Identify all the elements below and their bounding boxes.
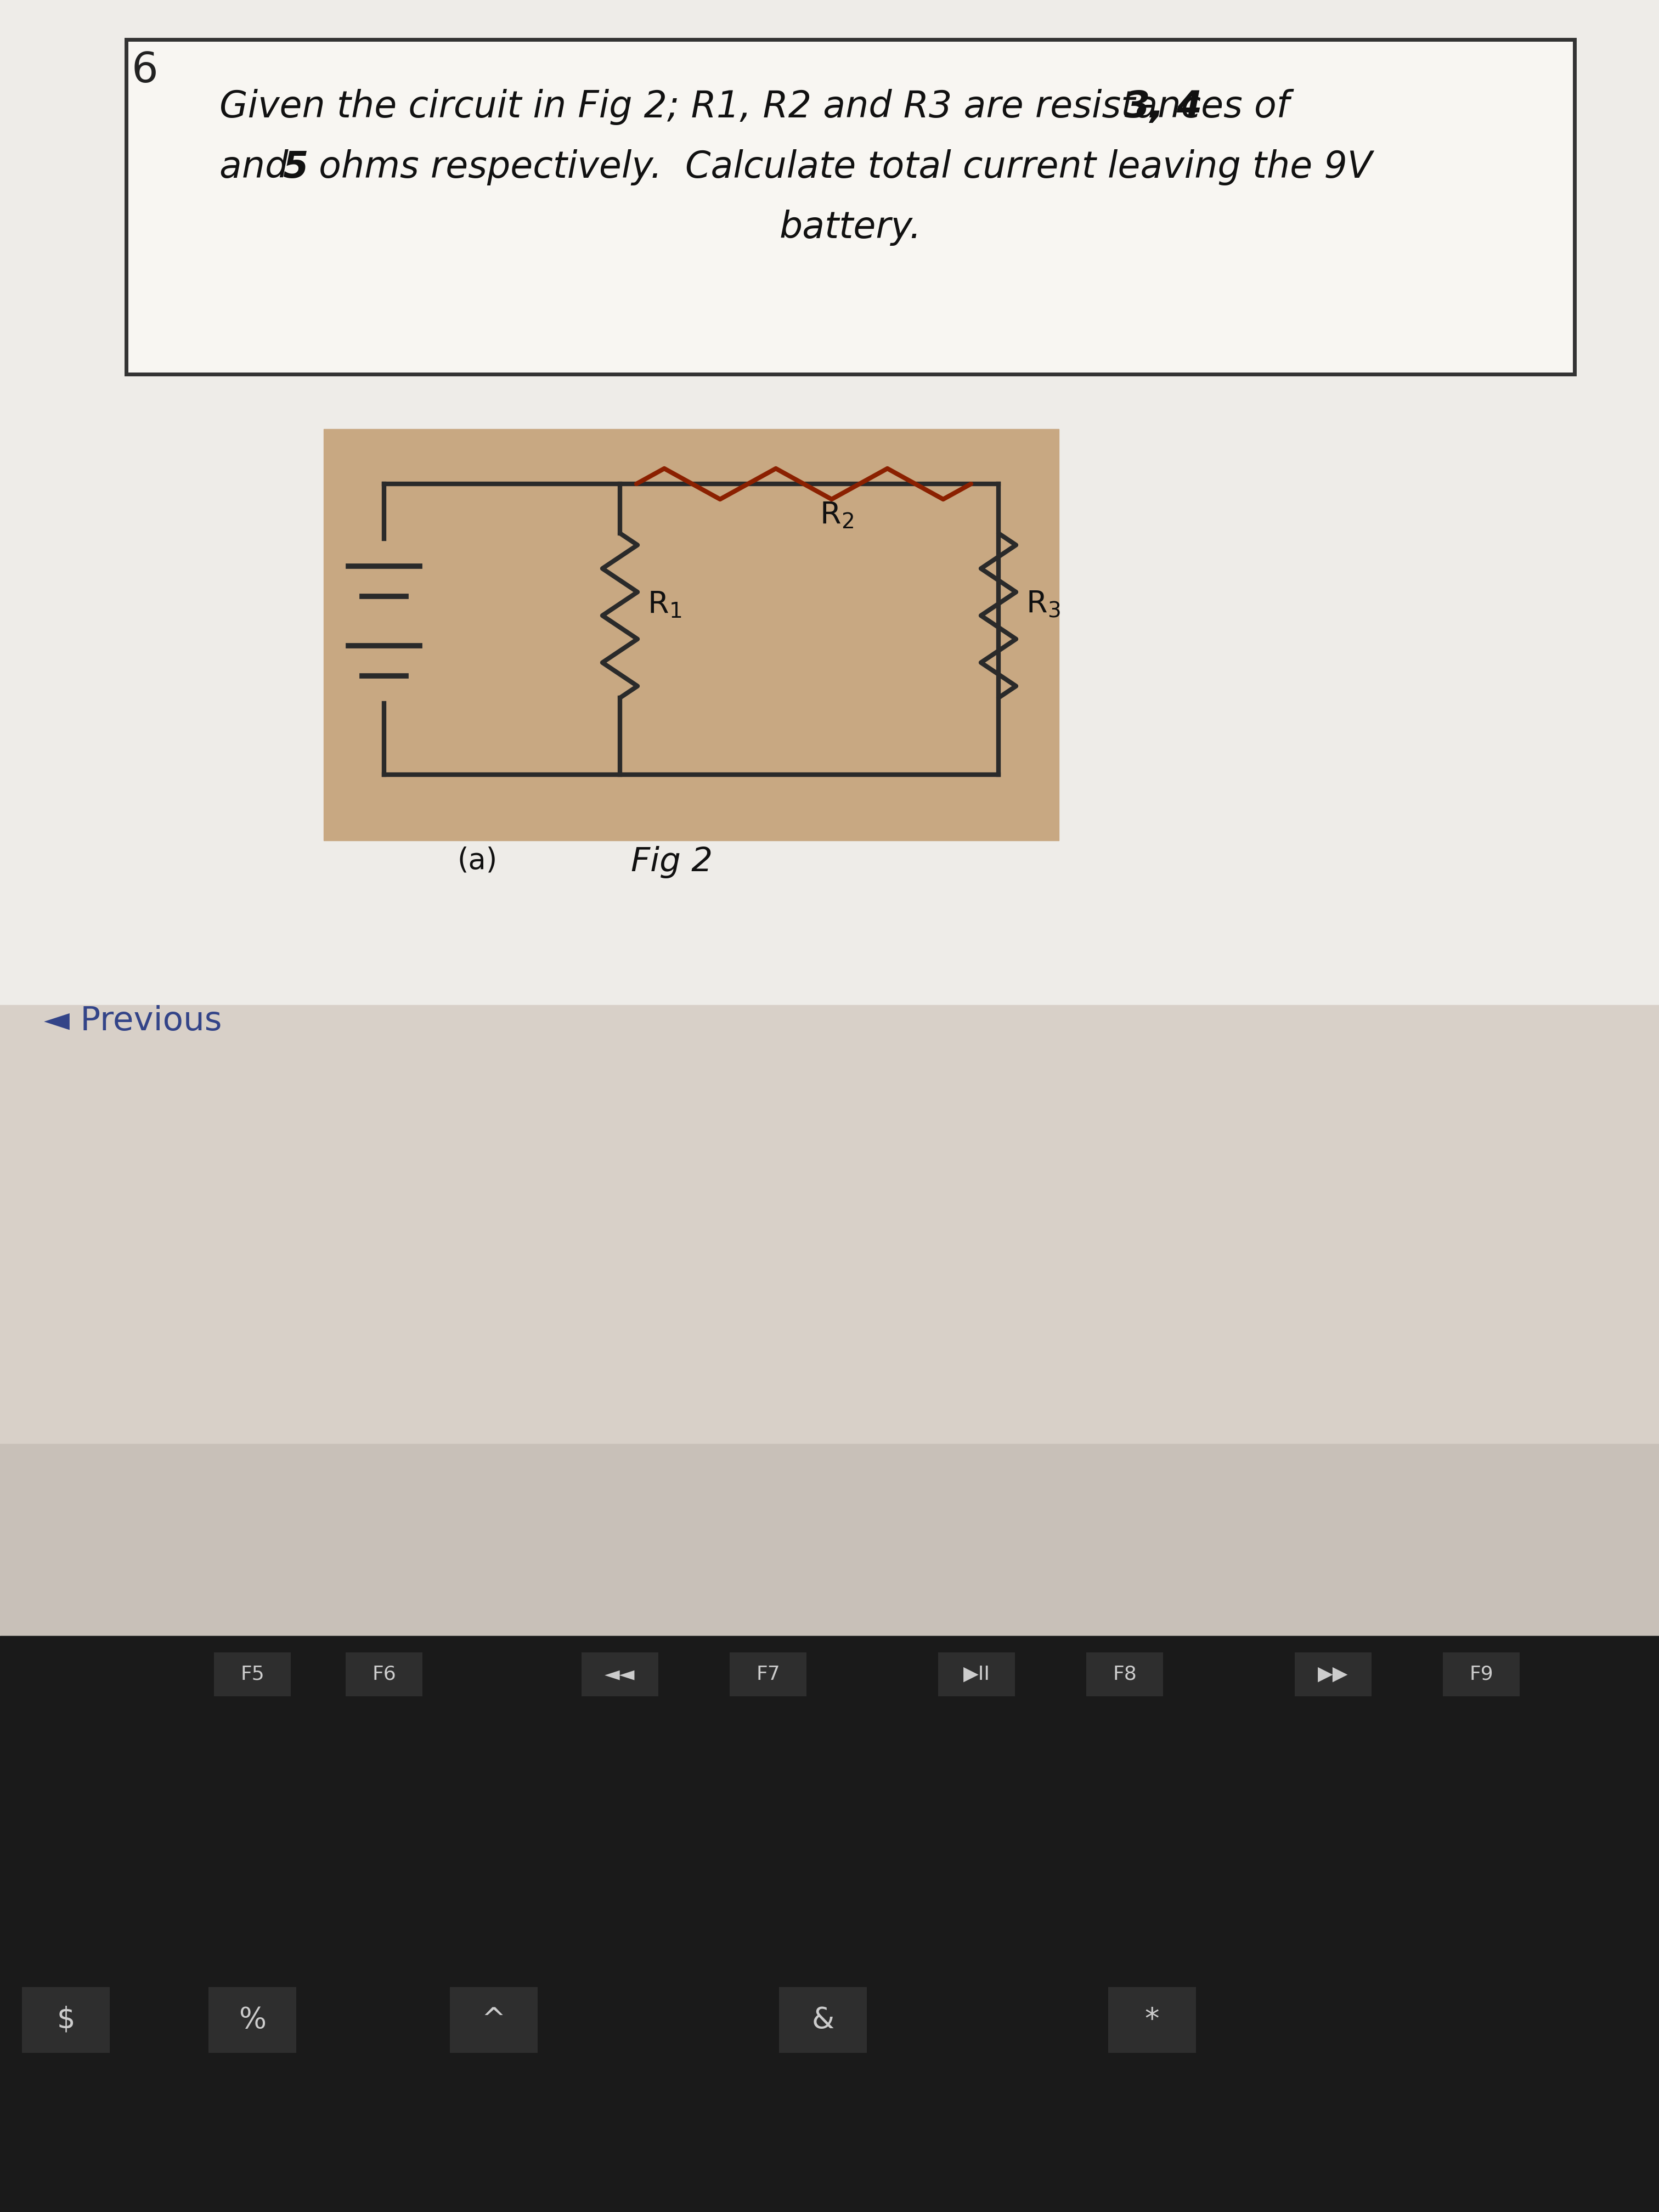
Text: and: and <box>219 148 300 186</box>
Text: 6: 6 <box>131 51 158 91</box>
Text: ◄◄: ◄◄ <box>606 1666 635 1683</box>
Bar <box>214 1652 290 1697</box>
Text: battery.: battery. <box>780 210 921 246</box>
Bar <box>0 0 1659 1004</box>
Bar <box>1087 1652 1163 1697</box>
Text: ohms respectively.  Calculate total current leaving the 9V: ohms respectively. Calculate total curre… <box>307 148 1372 186</box>
Bar <box>1443 1652 1520 1697</box>
Text: ▶II: ▶II <box>964 1666 990 1683</box>
Text: F5: F5 <box>241 1666 264 1683</box>
Bar <box>450 1986 538 2053</box>
Bar <box>126 40 1574 374</box>
Bar <box>0 1444 1659 1637</box>
Text: ▶▶: ▶▶ <box>1317 1666 1349 1683</box>
Text: R$_2$: R$_2$ <box>820 500 854 531</box>
Bar <box>730 1652 806 1697</box>
Text: 3, 4: 3, 4 <box>1125 88 1203 126</box>
Bar <box>780 1986 866 2053</box>
Bar <box>209 1986 297 2053</box>
Bar <box>345 1652 423 1697</box>
Bar <box>582 1652 659 1697</box>
Text: Given the circuit in Fig 2; R1, R2 and R3 are resistances of: Given the circuit in Fig 2; R1, R2 and R… <box>219 88 1301 126</box>
Bar <box>0 1637 1659 2212</box>
Bar <box>0 1004 1659 1444</box>
Text: F6: F6 <box>372 1666 397 1683</box>
Text: Fig 2: Fig 2 <box>630 845 713 878</box>
Text: 5: 5 <box>282 148 309 186</box>
Text: (a): (a) <box>458 845 498 874</box>
Bar <box>1108 1986 1196 2053</box>
Text: F8: F8 <box>1113 1666 1136 1683</box>
Bar <box>937 1652 1015 1697</box>
Bar <box>22 1986 109 2053</box>
Text: F9: F9 <box>1470 1666 1493 1683</box>
Text: ◄ Previous: ◄ Previous <box>43 1004 222 1037</box>
Text: R$_1$: R$_1$ <box>647 591 682 619</box>
Bar <box>324 429 1058 841</box>
Text: *: * <box>1145 2006 1160 2035</box>
Text: R$_3$: R$_3$ <box>1025 591 1060 619</box>
Text: %: % <box>239 2006 265 2035</box>
Text: ^: ^ <box>481 2006 506 2035</box>
Text: F7: F7 <box>757 1666 780 1683</box>
Bar <box>1294 1652 1372 1697</box>
Text: $: $ <box>56 2006 75 2035</box>
Text: &: & <box>811 2006 834 2035</box>
